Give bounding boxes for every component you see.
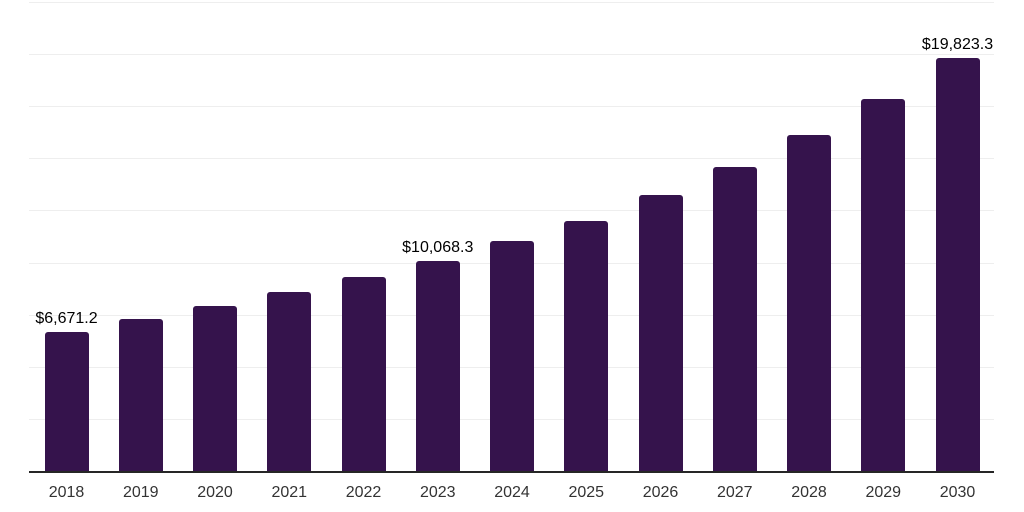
- x-tick-label-2019: 2019: [122, 484, 159, 501]
- bar-2028: [787, 134, 831, 471]
- bar-2025: [564, 220, 609, 471]
- x-tick-label-2028: 2028: [791, 484, 827, 501]
- bar-2024: [490, 240, 534, 471]
- data-label-2018: $6,671.2: [35, 309, 98, 327]
- x-tick-label-2023: 2023: [419, 484, 456, 501]
- x-tick-label-2030: 2030: [939, 484, 976, 501]
- bar-2026: [638, 195, 683, 471]
- gridline-15000: [29, 158, 994, 160]
- bar-2030: [935, 57, 980, 471]
- bar-2023: [415, 261, 460, 471]
- bar-2020: [193, 306, 237, 471]
- data-label-2030: $19,823.3: [921, 35, 994, 53]
- bar-2019: [118, 318, 163, 471]
- x-tick-label-2020: 2020: [197, 484, 233, 501]
- bar-2029: [861, 99, 906, 471]
- x-tick-label-2024: 2024: [494, 484, 530, 501]
- bar-2018: [44, 331, 89, 471]
- bar-2022: [341, 277, 386, 471]
- x-axis-line: [29, 471, 994, 473]
- plot-area: [29, 2, 994, 473]
- gridline-20000: [29, 54, 994, 56]
- x-tick-label-2027: 2027: [716, 484, 753, 501]
- x-tick-label-2026: 2026: [642, 484, 679, 501]
- bar-2027: [712, 166, 757, 471]
- x-tick-label-2025: 2025: [568, 484, 605, 501]
- data-label-2023: $10,068.3: [402, 239, 474, 257]
- x-tick-label-2022: 2022: [345, 484, 382, 501]
- x-tick-label-2021: 2021: [271, 484, 308, 501]
- x-tick-label-2018: 2018: [48, 484, 85, 501]
- gridline-17500: [29, 106, 994, 108]
- x-tick-label-2029: 2029: [865, 484, 902, 501]
- bar-2021: [267, 292, 312, 471]
- gridline-22500: [29, 2, 994, 3]
- gridline-12500: [29, 210, 994, 212]
